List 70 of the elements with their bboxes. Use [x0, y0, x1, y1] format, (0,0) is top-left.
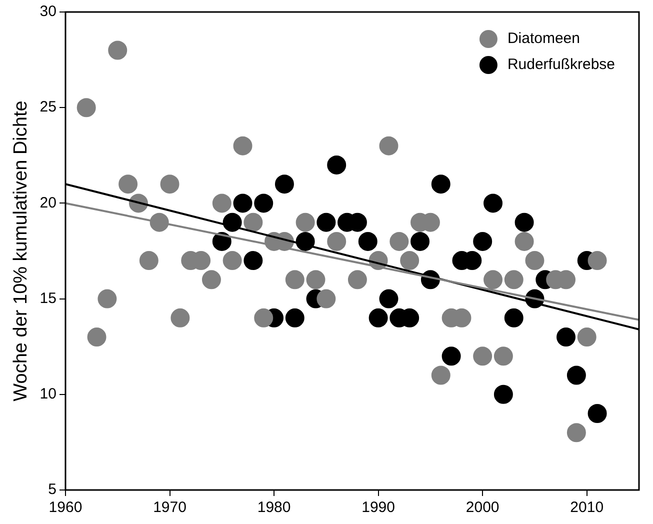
point: [473, 346, 492, 366]
x-tick-label: 1990: [362, 499, 395, 516]
y-tick-label: 25: [40, 98, 56, 116]
point: [358, 232, 378, 251]
point: [379, 136, 398, 156]
point: [254, 308, 274, 328]
point: [400, 251, 420, 270]
point: [87, 328, 106, 347]
point: [296, 212, 315, 232]
point: [212, 232, 232, 251]
point: [254, 194, 274, 213]
y-tick-label: 5: [48, 481, 56, 498]
point: [348, 270, 367, 290]
point: [525, 251, 544, 270]
point: [390, 232, 409, 251]
point: [285, 270, 304, 290]
point: [410, 232, 430, 251]
point: [306, 270, 326, 290]
point: [316, 212, 336, 232]
point: [118, 174, 138, 194]
point: [494, 346, 513, 366]
point: [473, 232, 492, 251]
point: [514, 212, 534, 232]
point: [327, 232, 346, 251]
y-axis-title: Woche der 10% kumulativen Dichte: [10, 100, 32, 402]
point: [285, 308, 304, 328]
point: [108, 40, 128, 60]
legend-label: Diatomeen: [507, 30, 580, 48]
legend-label: Ruderfußkrebse: [507, 56, 616, 74]
point: [160, 174, 180, 194]
point: [274, 174, 294, 194]
point: [431, 366, 450, 385]
point: [222, 251, 242, 270]
point: [431, 174, 450, 194]
point: [566, 366, 586, 385]
y-tick-label: 30: [40, 3, 56, 20]
point: [368, 308, 388, 328]
point: [233, 194, 252, 213]
point: [170, 308, 190, 328]
x-tick-label: 1970: [153, 499, 186, 516]
y-tick-label: 15: [40, 290, 56, 307]
point: [316, 289, 336, 308]
point: [327, 155, 346, 174]
point: [504, 270, 524, 290]
point: [484, 194, 503, 213]
point: [504, 308, 524, 328]
point: [233, 136, 252, 156]
point: [76, 98, 96, 118]
point: [577, 328, 596, 347]
point: [566, 423, 586, 442]
point: [588, 404, 607, 424]
point: [494, 384, 513, 404]
point: [202, 270, 221, 290]
x-tick-label: 2010: [570, 499, 604, 516]
point: [514, 232, 534, 251]
point: [139, 251, 158, 270]
point: [588, 251, 607, 270]
point: [244, 212, 263, 232]
x-tick-label: 1960: [48, 499, 82, 516]
point: [212, 194, 232, 213]
y-tick-label: 20: [40, 194, 56, 212]
point: [484, 270, 503, 290]
x-tick-label: 1980: [257, 499, 291, 516]
x-tick-label: 2000: [466, 499, 500, 516]
point: [244, 251, 263, 270]
point: [98, 289, 117, 308]
y-tick-label: 10: [40, 386, 56, 403]
point: [442, 346, 461, 366]
point: [379, 289, 398, 308]
point: [556, 328, 576, 347]
